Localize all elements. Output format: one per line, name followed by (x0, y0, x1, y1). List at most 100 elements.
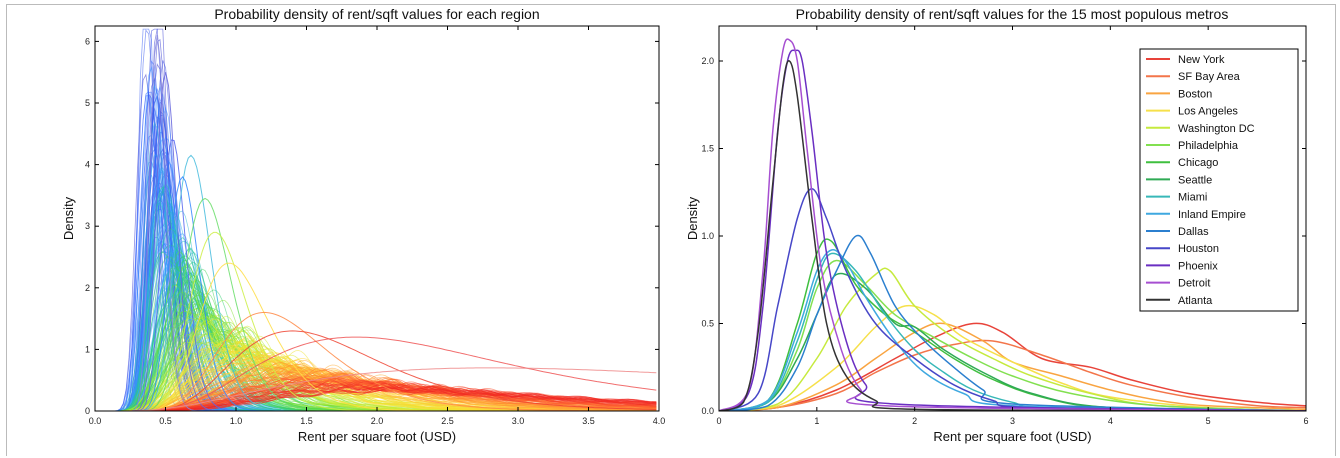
right-ytick-label: 0.5 (701, 319, 714, 329)
legend-phoenix-label: Phoenix (1178, 260, 1218, 272)
region-curve (95, 106, 657, 411)
right-xtick-label: 1 (814, 416, 819, 426)
region-curve (95, 327, 657, 411)
region-curve-highlight (95, 35, 657, 411)
series-washington-dc-line (719, 267, 1306, 411)
left-ylabel: Density (61, 196, 76, 240)
left-xlabel: Rent per square foot (USD) (298, 429, 456, 444)
series-dallas-line (719, 234, 1306, 411)
right-xtick-label: 2 (912, 416, 917, 426)
left-ytick-label: 6 (85, 36, 90, 46)
legend-detroit-label: Detroit (1178, 278, 1210, 290)
legend-atlanta-label: Atlanta (1178, 295, 1213, 307)
figure-border-left (6, 4, 7, 456)
right-ylabel: Density (685, 196, 700, 240)
region-curve (95, 86, 657, 411)
region-curves (95, 28, 657, 411)
left-xtick-label: 2.5 (441, 416, 454, 426)
region-curve (95, 388, 657, 411)
region-curve (95, 91, 657, 411)
legend-sf-bay-area-label: SF Bay Area (1178, 71, 1241, 83)
right-xlabel: Rent per square foot (USD) (933, 429, 1091, 444)
legend-seattle-label: Seattle (1178, 174, 1212, 186)
series-sf-bay-area-line (719, 339, 1306, 411)
figure-border-right (1335, 4, 1336, 456)
region-curve (95, 259, 657, 411)
left-ytick-label: 4 (85, 160, 90, 170)
region-curve (95, 386, 657, 411)
region-curve (95, 60, 657, 411)
left-xtick-label: 0.5 (159, 416, 172, 426)
region-curve (95, 264, 657, 411)
left-axes: Probability density of rent/sqft values … (61, 6, 665, 444)
region-curve-highlight (95, 262, 657, 411)
right-ytick-label: 1.5 (701, 144, 714, 154)
region-curve (95, 266, 657, 411)
right-xtick-label: 4 (1108, 416, 1113, 426)
figure-border-top (6, 4, 1336, 5)
region-curve (95, 189, 657, 411)
series-philadelphia-line (719, 259, 1306, 411)
legend-inland-empire-label: Inland Empire (1178, 209, 1246, 221)
region-curve (95, 171, 657, 411)
left-ytick-label: 0 (85, 406, 90, 416)
region-curve-highlight (95, 311, 657, 411)
left-ytick-label: 3 (85, 221, 90, 231)
series-detroit-line (719, 38, 1306, 411)
region-curve (95, 255, 657, 411)
region-curve (95, 261, 657, 411)
region-curve-highlight (95, 367, 657, 411)
region-curve (95, 255, 657, 411)
right-xtick-label: 0 (716, 416, 721, 426)
series-inland-empire-line (719, 249, 1306, 411)
right-xtick-label: 5 (1206, 416, 1211, 426)
right-xtick-label: 6 (1303, 416, 1308, 426)
region-curve (95, 174, 657, 411)
right-ytick-label: 1.0 (701, 231, 714, 241)
right-ytick-label: 2.0 (701, 56, 714, 66)
left-ytick-label: 1 (85, 344, 90, 354)
series-los-angeles-line (719, 304, 1306, 411)
region-curve-highlight (95, 139, 657, 411)
metro-curves (719, 38, 1306, 411)
region-curve-highlight (95, 336, 657, 411)
region-curve-highlight (95, 330, 657, 411)
legend-boston-label: Boston (1178, 88, 1212, 100)
region-curve-highlight (95, 197, 657, 411)
left-ytick-label: 2 (85, 283, 90, 293)
legend: New York SF Bay Area Boston Los Angeles Wash… (1139, 48, 1299, 312)
region-curve-highlight (95, 72, 657, 411)
series-new-york-line (719, 322, 1306, 411)
left-ytick-label: 5 (85, 98, 90, 108)
left-xtick-label: 1.0 (230, 416, 243, 426)
region-curve (95, 328, 657, 411)
legend-philadelphia-label: Philadelphia (1178, 140, 1239, 152)
region-curve (95, 219, 657, 411)
region-curve (95, 187, 657, 411)
legend-miami-label: Miami (1178, 192, 1207, 204)
region-curve (95, 210, 657, 411)
series-houston-line (719, 188, 1306, 411)
left-xtick-label: 3.0 (512, 416, 525, 426)
region-curve (95, 241, 657, 411)
region-curve-highlight (95, 176, 657, 411)
left-xtick-label: 1.5 (300, 416, 313, 426)
series-seattle-line (719, 272, 1306, 411)
right-xtick-label: 3 (1010, 416, 1015, 426)
series-phoenix-line (719, 49, 1306, 411)
legend-washington-dc-label: Washington DC (1178, 123, 1255, 135)
legend-new-york-label: New York (1178, 54, 1225, 66)
region-curve-highlight (95, 154, 657, 411)
legend-houston-label: Houston (1178, 243, 1219, 255)
series-atlanta-line (719, 60, 1306, 411)
legend-los-angeles-label: Los Angeles (1178, 106, 1238, 118)
right-axes: Probability density of rent/sqft values … (685, 6, 1309, 444)
right-ytick-label: 0.0 (701, 406, 714, 416)
left-xtick-label: 4.0 (653, 416, 666, 426)
legend-chicago-label: Chicago (1178, 157, 1218, 169)
left-xtick-label: 0.0 (89, 416, 102, 426)
left-xtick-label: 3.5 (582, 416, 595, 426)
right-title: Probability density of rent/sqft values … (796, 6, 1229, 22)
